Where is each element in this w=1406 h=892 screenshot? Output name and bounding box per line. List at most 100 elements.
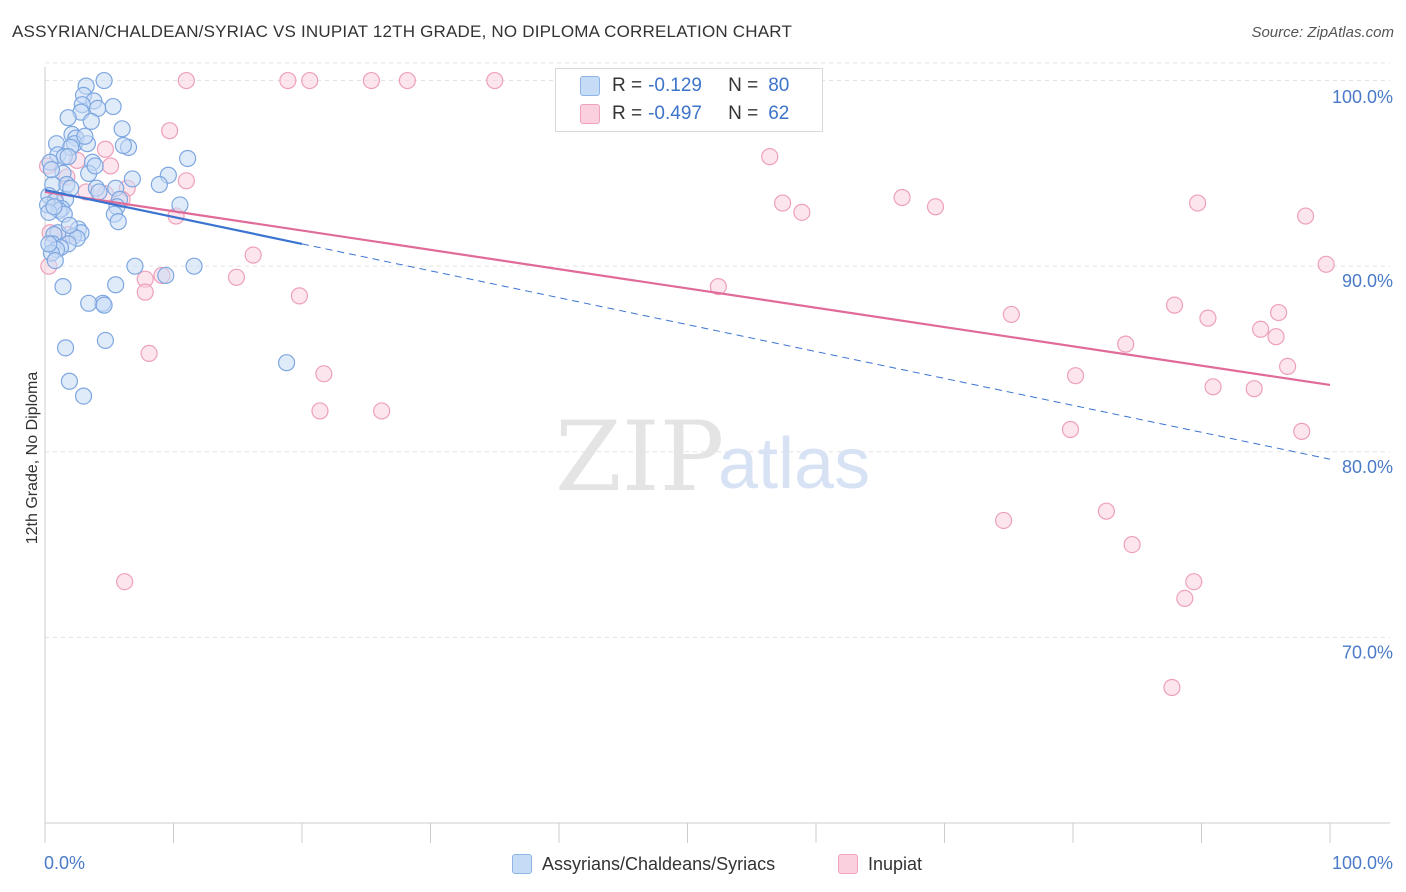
- y-tick-label: 80.0%: [1342, 457, 1393, 477]
- point-assyrians: [59, 109, 77, 127]
- point-assyrians: [60, 216, 79, 234]
- point-assyrians: [76, 127, 94, 145]
- x-tick-label: 100.0%: [1332, 853, 1393, 873]
- point-assyrians: [150, 175, 168, 194]
- point-inupiat: [1163, 678, 1181, 697]
- trend-line-assyrians: [44, 188, 303, 245]
- point-assyrians: [56, 339, 75, 357]
- y-tick-label: 70.0%: [1342, 642, 1393, 662]
- x-tick-label: 0.0%: [44, 853, 85, 873]
- point-inupiat: [1123, 535, 1141, 554]
- point-inupiat: [1097, 502, 1116, 520]
- point-inupiat: [136, 283, 154, 301]
- point-inupiat: [926, 198, 945, 216]
- point-inupiat: [1278, 357, 1297, 375]
- bottom-legend-inupiat: Inupiat: [838, 852, 922, 876]
- point-assyrians: [123, 170, 141, 188]
- bottom-legend-label: Assyrians/Chaldeans/Syriacs: [542, 853, 776, 874]
- point-inupiat: [1245, 380, 1263, 398]
- point-inupiat: [373, 402, 391, 420]
- point-inupiat: [1296, 207, 1315, 225]
- point-inupiat: [1269, 303, 1288, 322]
- legend-row-assyrians: R = -0.129 N = 80: [580, 73, 789, 99]
- point-assyrians: [54, 277, 72, 296]
- point-assyrians: [90, 183, 108, 201]
- watermark-zip: ZIP: [555, 401, 724, 513]
- point-inupiat: [893, 188, 911, 207]
- point-inupiat: [773, 194, 792, 212]
- point-inupiat: [1267, 328, 1285, 346]
- point-assyrians: [107, 276, 125, 294]
- legend-row-inupiat: R = -0.497 N = 62: [580, 101, 789, 127]
- source-label: Source: ZipAtlas.com: [1251, 24, 1394, 41]
- point-inupiat: [1002, 305, 1020, 324]
- point-inupiat: [1185, 573, 1203, 591]
- point-inupiat: [1199, 309, 1217, 327]
- point-assyrians: [45, 198, 63, 216]
- trend-line-inupiat: [44, 190, 1331, 387]
- point-inupiat: [101, 157, 120, 175]
- legend-r-value: -0.497: [648, 103, 702, 124]
- point-inupiat: [1165, 296, 1184, 314]
- legend-r-label: R =: [612, 75, 643, 96]
- point-inupiat: [1117, 335, 1135, 353]
- point-inupiat: [301, 71, 319, 90]
- point-inupiat: [398, 71, 416, 90]
- point-inupiat: [1252, 320, 1270, 338]
- point-inupiat: [1061, 420, 1080, 439]
- watermark: ZIP atlas: [555, 401, 870, 513]
- point-assyrians: [82, 112, 100, 130]
- point-assyrians: [96, 331, 114, 350]
- point-inupiat: [140, 344, 158, 363]
- point-assyrians: [40, 235, 58, 253]
- point-assyrians: [185, 257, 203, 275]
- point-inupiat: [1189, 194, 1207, 212]
- legend-n-value: 62: [768, 103, 790, 124]
- point-inupiat: [290, 287, 309, 305]
- point-assyrians: [86, 157, 104, 175]
- bottom-legend-assyrians: Assyrians/Chaldeans/Syriacs: [512, 852, 775, 876]
- point-inupiat: [709, 277, 727, 296]
- point-inupiat: [311, 402, 329, 420]
- legend-swatch-assyrians: [580, 76, 600, 96]
- point-assyrians: [179, 149, 197, 168]
- point-assyrians: [46, 252, 64, 270]
- point-inupiat: [1204, 378, 1222, 396]
- legend-r-label: R =: [612, 103, 643, 124]
- point-inupiat: [177, 172, 195, 190]
- legend-n-label: N =: [728, 75, 759, 96]
- point-assyrians: [113, 120, 131, 138]
- point-assyrians: [157, 266, 175, 285]
- point-assyrians: [95, 71, 113, 90]
- point-inupiat: [161, 122, 179, 140]
- point-assyrians: [114, 136, 132, 155]
- point-inupiat: [761, 148, 779, 166]
- point-assyrians: [126, 257, 144, 275]
- point-inupiat: [486, 71, 504, 90]
- point-inupiat: [315, 365, 333, 383]
- point-inupiat: [96, 140, 114, 158]
- point-assyrians: [95, 296, 113, 314]
- point-inupiat: [227, 268, 246, 286]
- bottom-legend-swatch-inupiat: [838, 854, 858, 874]
- point-inupiat: [279, 71, 297, 90]
- trend-lines: [44, 188, 1331, 460]
- point-inupiat: [362, 71, 380, 90]
- point-assyrians: [277, 354, 296, 372]
- data-points: [38, 71, 1335, 697]
- y-axis-title: 12th Grade, No Diploma: [24, 372, 41, 545]
- point-inupiat: [177, 71, 195, 90]
- point-inupiat: [1066, 367, 1085, 385]
- point-inupiat: [116, 573, 134, 591]
- point-assyrians: [42, 161, 61, 179]
- point-assyrians: [60, 372, 79, 390]
- point-inupiat: [1176, 589, 1194, 608]
- point-inupiat: [244, 246, 262, 264]
- y-tick-label: 90.0%: [1342, 271, 1393, 291]
- point-inupiat: [1293, 422, 1311, 440]
- stats-legend: R = -0.129 N = 80 R = -0.497 N = 62: [555, 68, 823, 132]
- point-assyrians: [59, 148, 77, 166]
- point-assyrians: [109, 213, 127, 231]
- point-inupiat: [995, 511, 1013, 530]
